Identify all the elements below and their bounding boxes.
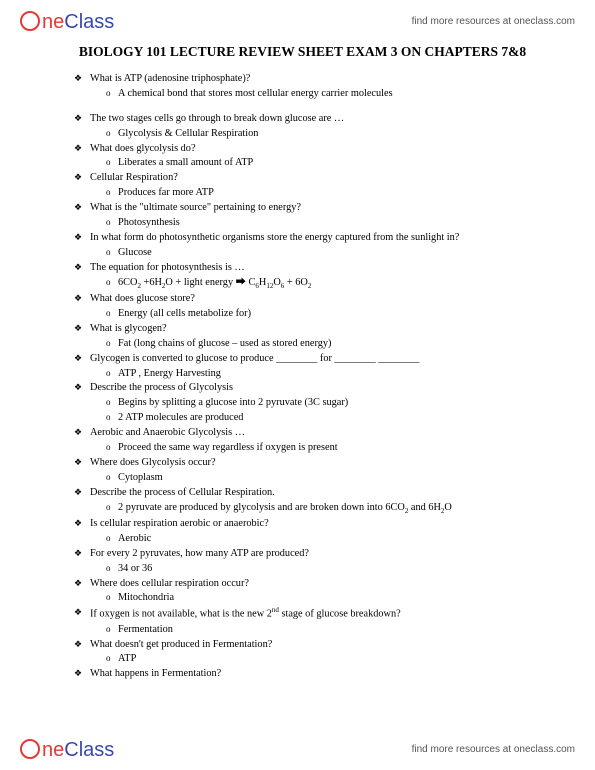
page-title: BIOLOGY 101 LECTURE REVIEW SHEET EXAM 3 … [70, 44, 535, 60]
answer-item: Glucose [70, 246, 535, 260]
question-item: What doesn't get produced in Fermentatio… [70, 638, 535, 652]
document-body: BIOLOGY 101 LECTURE REVIEW SHEET EXAM 3 … [0, 38, 595, 681]
question-item: Where does cellular respiration occur? [70, 577, 535, 591]
question-item: What does glycolysis do? [70, 142, 535, 156]
answer-item: 34 or 36 [70, 562, 535, 576]
question-item: Is cellular respiration aerobic or anaer… [70, 517, 535, 531]
question-item: For every 2 pyruvates, how many ATP are … [70, 547, 535, 561]
answer-item: Energy (all cells metabolize for) [70, 307, 535, 321]
question-item: Aerobic and Anaerobic Glycolysis … [70, 426, 535, 440]
answer-item: 2 ATP molecules are produced [70, 411, 535, 425]
answer-item: Photosynthesis [70, 216, 535, 230]
brand-logo-footer: neClass [20, 736, 114, 762]
logo-circle-icon [20, 11, 40, 31]
list-spacer [70, 102, 535, 112]
review-list: What is ATP (adenosine triphosphate)?A c… [70, 72, 535, 681]
resources-link-bottom[interactable]: find more resources at oneclass.com [412, 744, 575, 755]
answer-item: Glycolysis & Cellular Respiration [70, 127, 535, 141]
brand-logo: neClass [20, 8, 114, 34]
question-item: Describe the process of Cellular Respira… [70, 486, 535, 500]
question-item: In what form do photosynthetic organisms… [70, 231, 535, 245]
page-footer: neClass find more resources at oneclass.… [0, 732, 595, 770]
answer-item: A chemical bond that stores most cellula… [70, 87, 535, 101]
answer-item: Fermentation [70, 623, 535, 637]
question-item: What does glucose store? [70, 292, 535, 306]
resources-link-top[interactable]: find more resources at oneclass.com [412, 16, 575, 27]
question-item: Where does Glycolysis occur? [70, 456, 535, 470]
question-item: What is ATP (adenosine triphosphate)? [70, 72, 535, 86]
answer-item: Mitochondria [70, 591, 535, 605]
answer-item: Produces far more ATP [70, 186, 535, 200]
answer-item: ATP [70, 652, 535, 666]
logo-text-one: ne [42, 11, 64, 34]
logo-text-one: ne [42, 739, 64, 762]
question-item: Glycogen is converted to glucose to prod… [70, 352, 535, 366]
question-item: What is glycogen? [70, 322, 535, 336]
answer-item: Fat (long chains of glucose – used as st… [70, 337, 535, 351]
question-item: Cellular Respiration? [70, 171, 535, 185]
answer-item: Aerobic [70, 532, 535, 546]
question-item: Describe the process of Glycolysis [70, 381, 535, 395]
question-item: The equation for photosynthesis is … [70, 261, 535, 275]
answer-item: 2 pyruvate are produced by glycolysis an… [70, 501, 535, 516]
question-item: What is the "ultimate source" pertaining… [70, 201, 535, 215]
answer-item: Begins by splitting a glucose into 2 pyr… [70, 396, 535, 410]
answer-item: ATP , Energy Harvesting [70, 367, 535, 381]
question-item: What happens in Fermentation? [70, 667, 535, 681]
logo-circle-icon [20, 739, 40, 759]
logo-text-two: Class [64, 739, 114, 762]
answer-item: Cytoplasm [70, 471, 535, 485]
question-item: If oxygen is not available, what is the … [70, 606, 535, 621]
question-item: The two stages cells go through to break… [70, 112, 535, 126]
answer-item: 6CO2 +6H2O + light energy ⮕ C6H12O6 + 6O… [70, 276, 535, 291]
answer-item: Proceed the same way regardless if oxyge… [70, 441, 535, 455]
logo-text-two: Class [64, 11, 114, 34]
page-header: neClass find more resources at oneclass.… [0, 0, 595, 38]
answer-item: Liberates a small amount of ATP [70, 156, 535, 170]
